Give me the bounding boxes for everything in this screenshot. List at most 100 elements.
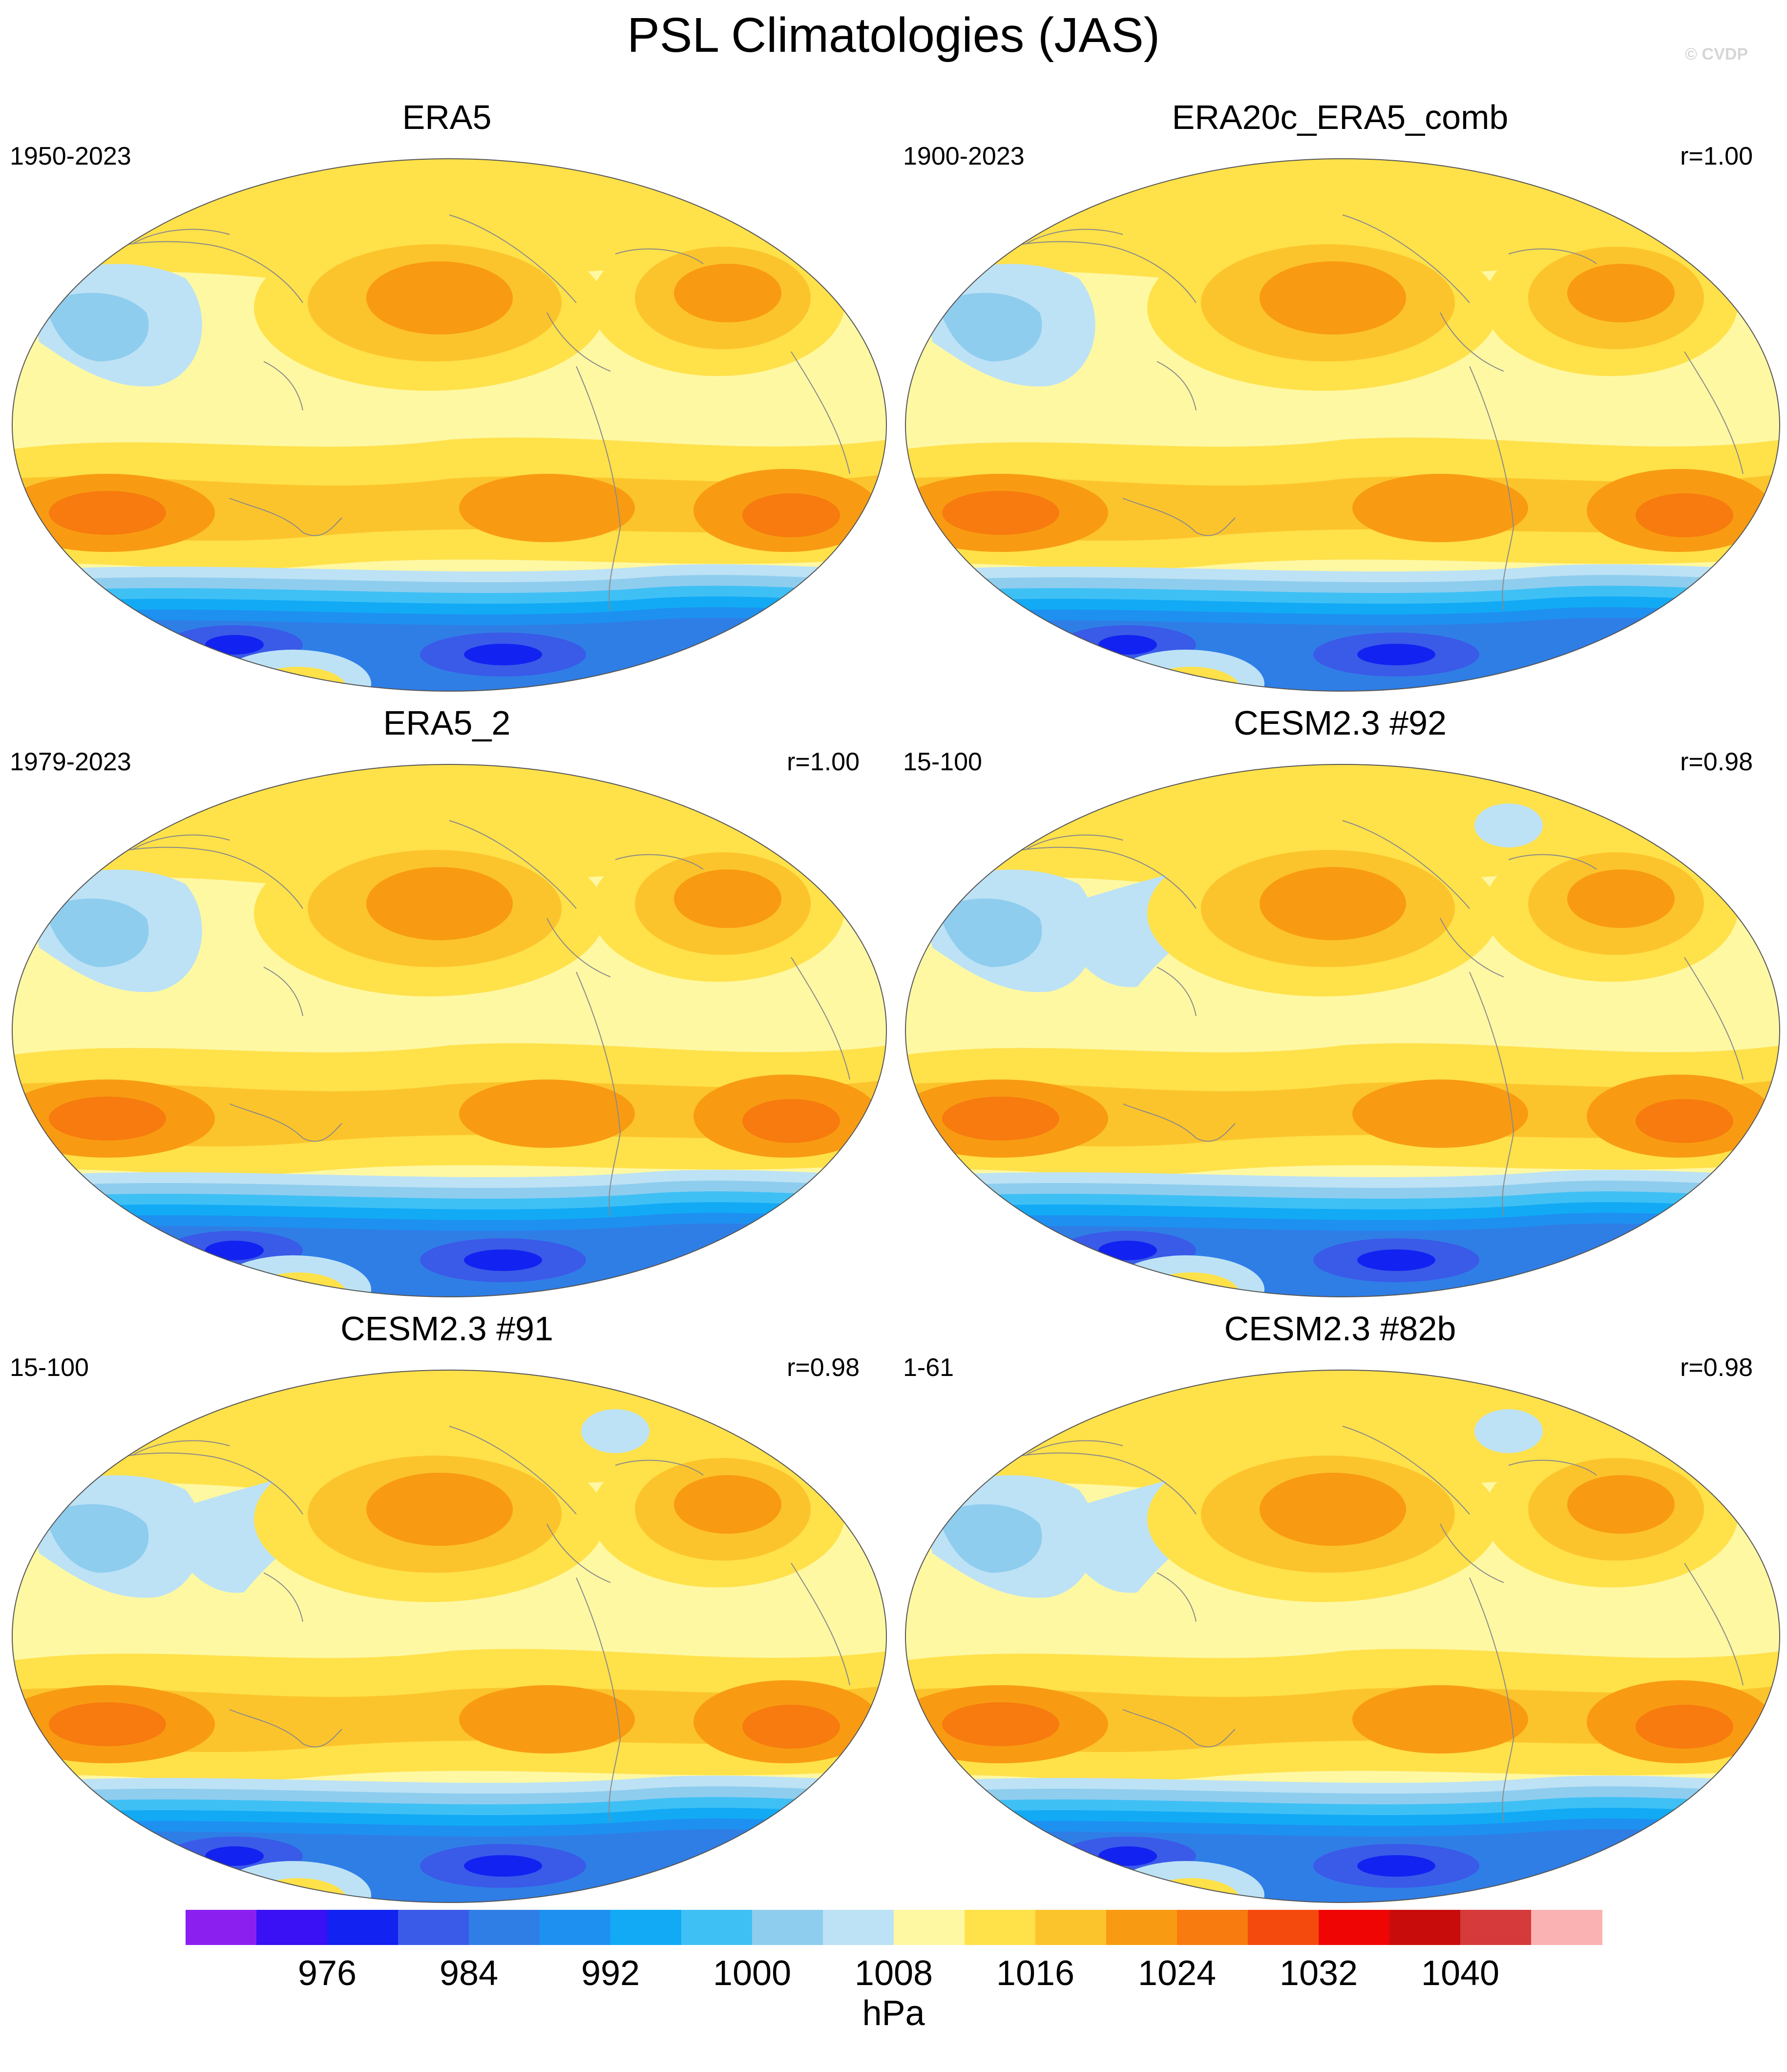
southern-low-core-mid xyxy=(464,1249,542,1271)
coastline xyxy=(547,1523,611,1583)
coastline xyxy=(1342,214,1470,303)
southern-low-core-west xyxy=(1098,635,1157,655)
coastline xyxy=(131,1440,230,1456)
panel-correlation: r=0.98 xyxy=(1680,1353,1753,1382)
colorbar-swatch xyxy=(1319,1910,1390,1945)
panel-title: ERA5 xyxy=(402,98,492,136)
robinson-map xyxy=(903,1368,1782,1905)
pressure-field xyxy=(905,159,1780,691)
colorbar-swatch xyxy=(1389,1910,1461,1945)
colorbar-tick-label: 976 xyxy=(297,1954,357,1993)
southern-low-core-mid xyxy=(1357,644,1435,665)
coastline xyxy=(1156,1572,1197,1622)
colorbar-swatch xyxy=(398,1910,469,1945)
north-pacific-high-core xyxy=(366,1473,513,1546)
coastline xyxy=(1469,1577,1514,1822)
coastline xyxy=(263,967,303,1016)
coastlines xyxy=(29,820,850,1217)
map-outline xyxy=(905,158,1780,692)
asian-low-core xyxy=(44,1504,149,1573)
map-svg xyxy=(12,158,887,692)
south-indian-high-core xyxy=(49,491,166,535)
south-pacific-high xyxy=(459,1079,635,1148)
coastlines xyxy=(29,1426,850,1822)
coastline xyxy=(1684,957,1744,1080)
map-svg xyxy=(12,764,887,1297)
map-svg xyxy=(905,1370,1780,1903)
robinson-map xyxy=(903,762,1782,1299)
robinson-map xyxy=(903,156,1782,694)
pressure-field xyxy=(905,1370,1780,1903)
colorbar-swatch xyxy=(681,1910,753,1945)
colorbar-swatch xyxy=(186,1910,257,1945)
coastline xyxy=(615,1459,704,1476)
south-indian-high-core xyxy=(942,491,1059,535)
south-subtropical-core xyxy=(12,1685,886,1753)
coastline xyxy=(131,834,230,850)
coastline xyxy=(1440,1523,1504,1583)
southern-low-core-mid xyxy=(1357,1249,1435,1271)
coastline xyxy=(1508,854,1597,870)
asian-low-core xyxy=(44,293,149,361)
coastline xyxy=(1025,834,1123,850)
asian-low-core xyxy=(44,898,149,967)
coastline xyxy=(1156,361,1197,411)
map-outline xyxy=(905,1370,1780,1903)
north-atlantic-high-core xyxy=(674,869,781,928)
coastline xyxy=(1342,1426,1470,1515)
south-pacific-high xyxy=(459,1685,635,1754)
colorbar-tick-label: 984 xyxy=(439,1954,499,1993)
panel-period: 1900-2023 xyxy=(903,142,1025,170)
robinson-map xyxy=(10,156,889,694)
coastline xyxy=(547,918,611,977)
coastline xyxy=(791,957,850,1080)
map-panel: CESM2.3 #82b 1-61 r=0.98 xyxy=(893,1309,1787,1915)
map-panel: ERA20c_ERA5_comb 1900-2023 r=1.00 xyxy=(893,98,1787,703)
north-atlantic-high-core xyxy=(1567,1475,1675,1534)
colorbar-tick-label: 1000 xyxy=(713,1954,792,1993)
colorbar-swatch xyxy=(1460,1910,1532,1945)
south-subtropical-core xyxy=(12,474,886,541)
colorbar-tick-label: 1032 xyxy=(1279,1954,1358,1993)
coastline xyxy=(1508,1459,1597,1476)
greenland-feature xyxy=(581,803,650,847)
coastline xyxy=(791,351,850,474)
north-pacific-high-core xyxy=(366,261,513,335)
southern-low-core-mid xyxy=(464,644,542,665)
south-atlantic-high-core xyxy=(742,493,840,537)
coastline xyxy=(1122,1709,1236,1748)
coastlines xyxy=(922,820,1744,1217)
panel-title: CESM2.3 #82b xyxy=(1224,1310,1456,1348)
south-indian-high-core xyxy=(942,1702,1059,1746)
panel-correlation: r=1.00 xyxy=(787,748,860,776)
panel-period: 1950-2023 xyxy=(10,142,131,170)
south-atlantic-high-core xyxy=(742,1705,840,1749)
asian-low-core xyxy=(937,1504,1042,1573)
map-svg xyxy=(905,764,1780,1297)
coastline xyxy=(576,366,621,611)
southern-low-core-west xyxy=(1098,1846,1157,1866)
colorbar-swatch xyxy=(1106,1910,1177,1945)
robinson-map xyxy=(10,1368,889,1905)
coastline xyxy=(791,1563,850,1686)
coastline xyxy=(1342,820,1470,909)
southern-low-core-west xyxy=(205,1846,264,1866)
greenland-feature xyxy=(1474,803,1543,847)
map-outline xyxy=(12,1370,887,1903)
colorbar-swatch xyxy=(256,1910,328,1945)
pressure-field xyxy=(12,1370,886,1903)
colorbar-swatch xyxy=(1035,1910,1107,1945)
map-outline xyxy=(12,158,887,692)
north-pacific-high-core xyxy=(1260,867,1406,940)
asian-low-core xyxy=(937,898,1042,967)
coastline xyxy=(449,820,577,909)
southern-low-core-mid xyxy=(1357,1855,1435,1877)
colorbar-tick-label: 1024 xyxy=(1137,1954,1217,1993)
asian-low-core xyxy=(937,293,1042,361)
coastline xyxy=(1469,366,1514,611)
south-indian-high-core xyxy=(49,1097,166,1141)
coastline xyxy=(229,1709,342,1748)
south-indian-high-core xyxy=(49,1702,166,1746)
southern-low-core-mid xyxy=(464,1855,542,1877)
pressure-field xyxy=(12,159,886,691)
